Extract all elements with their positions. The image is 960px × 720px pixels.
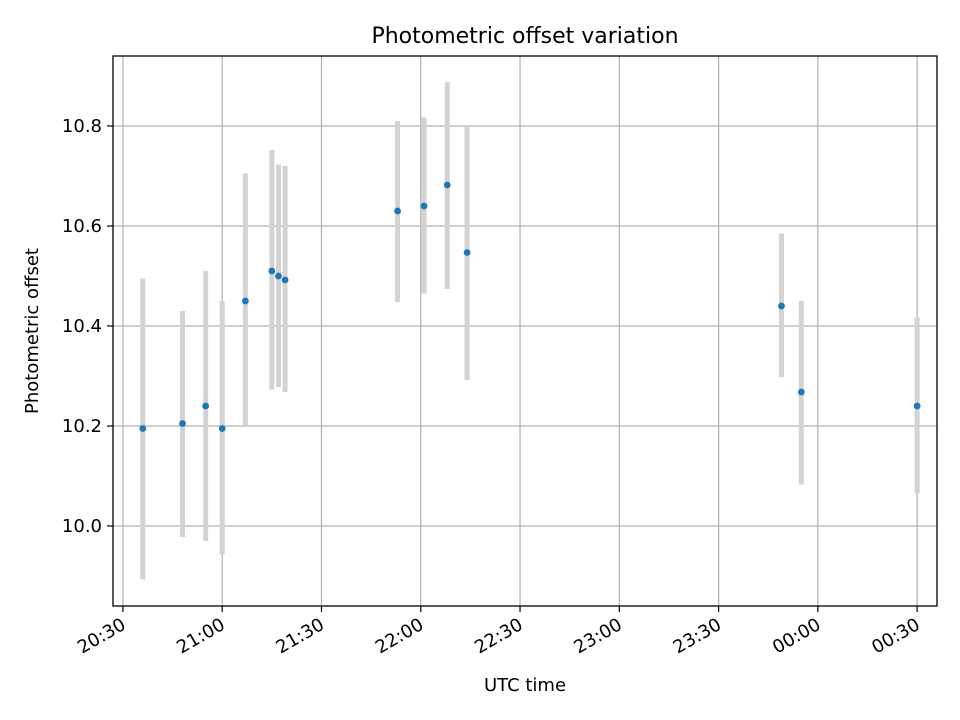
plot-frame — [112, 55, 938, 607]
data-point — [241, 297, 249, 305]
x-tick-label: 23:00 — [570, 614, 625, 658]
chart-title: Photometric offset variation — [371, 24, 678, 49]
data-point — [420, 202, 428, 210]
x-tick-label: 23:30 — [670, 614, 725, 658]
error-bars — [140, 82, 920, 580]
y-tick-label: 10.6 — [62, 216, 102, 237]
x-tick-label: 22:30 — [471, 614, 526, 658]
data-point — [179, 420, 186, 427]
x-axis-label: UTC time — [484, 675, 566, 696]
data-point — [443, 181, 451, 189]
y-tick-label: 10.2 — [62, 416, 102, 437]
x-tick-label: 21:30 — [273, 614, 328, 658]
data-point — [218, 425, 226, 432]
data-point — [394, 207, 401, 215]
grid — [113, 56, 937, 606]
data-point — [463, 249, 471, 256]
data-point — [139, 425, 147, 432]
x-tick-label: 22:00 — [372, 614, 427, 658]
data-point — [778, 302, 785, 310]
y-tick-label: 10.4 — [62, 316, 102, 337]
data-point — [281, 276, 289, 284]
data-point — [797, 388, 805, 396]
data-points — [139, 181, 921, 432]
x-tick-label: 00:00 — [769, 614, 824, 658]
x-axis-ticks: 20:30 21:00 21:30 22:00 22:30 23:00 23:30 00:00… — [74, 606, 924, 658]
data-point — [268, 267, 276, 275]
x-tick-label: 21:00 — [173, 614, 228, 658]
y-axis-label: Photometric offset — [22, 248, 43, 414]
x-tick-label: 00:30 — [868, 614, 923, 658]
data-point — [913, 402, 921, 410]
y-axis-ticks: 10.0 10.2 10.4 10.6 10.8 — [62, 116, 113, 537]
x-tick-label: 20:30 — [74, 614, 129, 658]
data-point — [275, 272, 282, 280]
y-tick-label: 10.0 — [62, 516, 102, 537]
y-tick-label: 10.8 — [62, 116, 102, 137]
data-point — [202, 402, 210, 410]
